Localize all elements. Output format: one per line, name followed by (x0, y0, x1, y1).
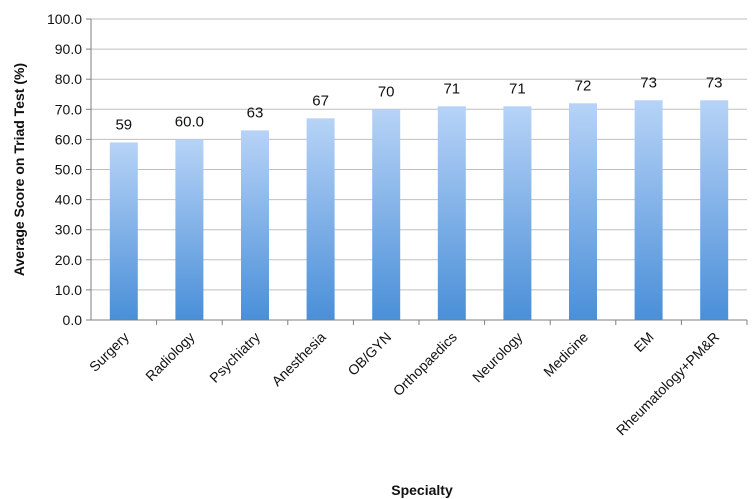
x-axis-title: Specialty (391, 482, 453, 498)
x-tick-label: Orthopaedics (390, 329, 460, 399)
x-tick-label: Radiology (142, 329, 197, 384)
bar (700, 100, 729, 321)
data-label: 71 (509, 80, 526, 97)
y-tick-label: 100.0 (47, 11, 82, 27)
bars (109, 100, 729, 321)
bar (634, 100, 663, 321)
y-tick-label: 10.0 (55, 282, 82, 298)
bar (503, 106, 532, 320)
data-label: 73 (640, 74, 657, 91)
y-axis-ticks: 0.0 10.0 20.0 30.0 40.0 50.0 60.0 70.0 80.0 90.0 1… (47, 11, 91, 328)
y-tick-label: 30.0 (55, 222, 82, 238)
x-tick-label: Medicine (540, 329, 591, 380)
y-tick-label: 50.0 (55, 162, 82, 178)
x-tick-label: Rheumatology+PM&R (613, 329, 723, 439)
data-label: 72 (575, 77, 592, 94)
x-tick-label: Neurology (469, 329, 525, 385)
bar (241, 130, 269, 320)
y-tick-label: 70.0 (55, 101, 82, 117)
x-tick-label: Psychiatry (206, 329, 263, 386)
bar (175, 139, 204, 320)
y-tick-label: 60.0 (55, 131, 82, 147)
bar (306, 118, 335, 320)
x-axis-ticks: Surgery Radiology Psychiatry Anesthesia OB/G… (86, 320, 748, 439)
x-tick-label: Surgery (86, 329, 132, 375)
y-axis-title: Average Score on Triad Test (%) (11, 63, 27, 276)
bar (437, 106, 466, 320)
data-label: 67 (312, 92, 329, 109)
y-tick-label: 80.0 (55, 71, 82, 87)
data-label: 73 (706, 74, 723, 91)
bar (372, 109, 401, 320)
data-label: 63 (247, 104, 264, 121)
data-label: 70 (378, 83, 395, 100)
y-tick-label: 20.0 (55, 252, 82, 268)
y-tick-label: 40.0 (55, 192, 82, 208)
x-tick-label: EM (631, 329, 657, 355)
data-labels: 59 60.0 63 67 70 71 71 72 73 73 (115, 74, 722, 133)
data-label: 71 (443, 80, 460, 97)
x-tick-label: Anesthesia (268, 329, 328, 389)
data-label: 59 (115, 116, 132, 133)
x-tick-label: OB/GYN (344, 329, 394, 379)
data-label: 60.0 (175, 113, 204, 130)
bar (569, 103, 597, 320)
y-tick-label: 0.0 (63, 312, 83, 328)
y-tick-label: 90.0 (55, 41, 82, 57)
bar (109, 142, 138, 320)
